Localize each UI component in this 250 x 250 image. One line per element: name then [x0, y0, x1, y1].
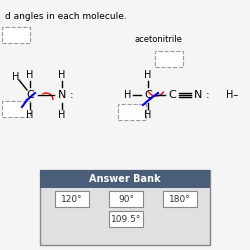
- Text: :: :: [70, 90, 74, 100]
- Bar: [155, 51, 183, 67]
- Bar: [2, 27, 30, 43]
- Text: H: H: [144, 70, 152, 80]
- Text: N: N: [58, 90, 66, 100]
- Text: 180°: 180°: [169, 194, 191, 203]
- Text: Answer Bank: Answer Bank: [89, 174, 161, 184]
- Text: H: H: [12, 72, 20, 82]
- Bar: [118, 104, 146, 120]
- Text: 90°: 90°: [118, 194, 134, 203]
- Text: 120°: 120°: [61, 194, 83, 203]
- FancyBboxPatch shape: [109, 211, 143, 227]
- FancyBboxPatch shape: [40, 170, 210, 188]
- Text: C: C: [144, 90, 152, 100]
- Text: H–: H–: [226, 90, 238, 100]
- Text: H: H: [26, 110, 34, 120]
- FancyBboxPatch shape: [163, 191, 197, 207]
- Text: acetonitrile: acetonitrile: [134, 36, 182, 44]
- FancyBboxPatch shape: [109, 191, 143, 207]
- FancyBboxPatch shape: [40, 170, 210, 245]
- FancyBboxPatch shape: [55, 191, 89, 207]
- Text: 109.5°: 109.5°: [111, 214, 141, 224]
- Text: H: H: [124, 90, 132, 100]
- Text: d angles in each molecule.: d angles in each molecule.: [5, 12, 127, 21]
- Text: H: H: [144, 110, 152, 120]
- Text: C: C: [26, 90, 34, 100]
- Text: C: C: [168, 90, 176, 100]
- Bar: [2, 101, 30, 117]
- Text: H: H: [26, 70, 34, 80]
- Text: N: N: [194, 90, 202, 100]
- Text: H: H: [58, 70, 66, 80]
- Text: H: H: [58, 110, 66, 120]
- Text: :: :: [206, 90, 210, 100]
